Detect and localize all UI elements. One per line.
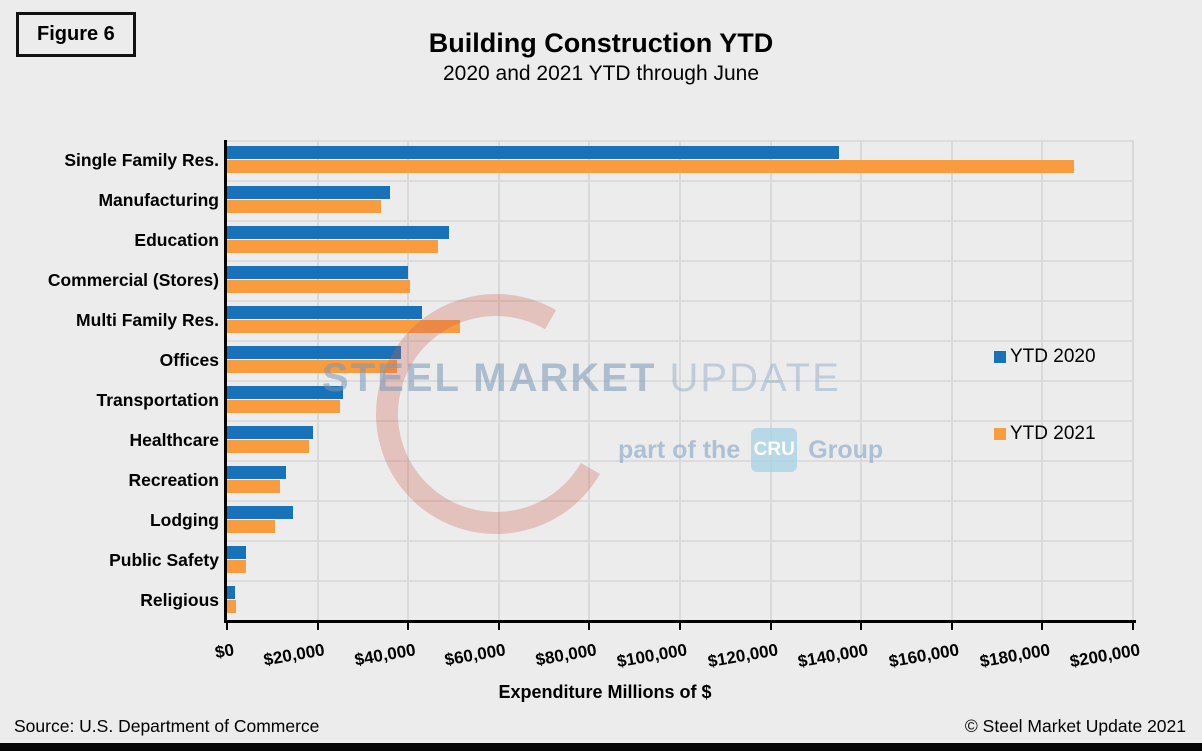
category-label: Manufacturing [98,189,219,210]
bar-ytd-2020-single-family-res- [227,146,839,159]
bar-ytd-2021-lodging [227,520,275,533]
x-tick-label: $200,000 [1068,640,1142,672]
x-axis-line [224,620,1136,623]
gridline-vertical [1132,140,1134,620]
bar-ytd-2021-recreation [227,480,280,493]
x-tick-mark [407,623,410,630]
x-tick-label: $20,000 [262,640,327,670]
chart-title: Building Construction YTD [428,28,774,58]
gridline-vertical [769,140,772,620]
bar-ytd-2020-public-safety [227,546,247,559]
category-label: Transportation [96,389,219,410]
x-tick-label: $60,000 [443,640,508,670]
legend-swatch-2020-icon [994,351,1006,363]
gridline-vertical [407,140,410,620]
legend-label-2021: YTD 2021 [1010,423,1096,444]
category-label: Religious [140,589,219,610]
legend-swatch-2021-icon [994,428,1006,440]
gridline-vertical [1041,140,1044,620]
plot-area [227,140,1134,620]
copyright-note: © Steel Market Update 2021 [964,716,1186,736]
bar-ytd-2020-lodging [227,506,293,519]
y-axis-category-labels: Single Family Res. Manufacturing Education… [0,140,219,620]
category-label: Healthcare [129,429,220,450]
gridline-vertical [860,140,863,620]
category-label: Public Safety [109,549,219,570]
bar-ytd-2021-multi-family-res- [227,320,461,333]
figure-badge: Figure 6 [16,12,136,57]
x-tick-mark [497,623,500,630]
gridline-vertical [316,140,319,620]
x-tick-label: $180,000 [977,640,1051,672]
bottom-border-bar [0,743,1202,751]
bar-ytd-2021-commercial-stores- [227,280,411,293]
category-label: Recreation [128,469,219,490]
gridline-vertical [497,140,500,620]
x-tick-label: $80,000 [534,640,598,670]
bar-ytd-2021-offices [227,360,397,373]
bar-ytd-2021-religious [227,600,236,613]
category-label: Single Family Res. [64,149,219,170]
bar-ytd-2021-manufacturing [227,200,382,213]
x-axis-title: Expenditure Millions of $ [498,682,712,702]
category-label: Commercial (Stores) [47,269,219,290]
source-note: Source: U.S. Department of Commerce [14,716,320,736]
bar-ytd-2020-manufacturing [227,186,391,199]
bar-ytd-2020-religious [227,586,235,599]
bar-ytd-2021-healthcare [227,440,309,453]
gridline-vertical [950,140,953,620]
x-tick-label: $140,000 [796,640,870,672]
x-tick-mark [769,623,772,630]
x-tick-label: $100,000 [615,640,689,672]
category-label: Education [134,229,219,250]
bar-ytd-2021-public-safety [227,560,247,573]
legend-label-2020: YTD 2020 [1010,346,1096,367]
gridline-vertical [679,140,681,620]
y-axis-line [224,140,227,623]
x-tick-mark [860,623,863,630]
bar-ytd-2020-healthcare [227,426,314,439]
bar-ytd-2021-single-family-res- [227,160,1075,173]
x-tick-mark [226,623,228,630]
bar-ytd-2020-transportation [227,386,343,399]
category-label: Multi Family Res. [76,309,219,330]
x-tick-mark [679,623,681,630]
bar-ytd-2021-education [227,240,438,253]
category-label: Lodging [149,509,219,530]
x-tick-label: $0 [213,640,236,663]
x-tick-mark [950,623,953,630]
x-tick-mark [316,623,319,630]
bar-ytd-2020-commercial-stores- [227,266,409,279]
figure-label: Figure 6 [37,23,115,45]
x-tick-label: $160,000 [887,640,961,672]
bar-ytd-2020-education [227,226,449,239]
bar-ytd-2021-transportation [227,400,341,413]
bar-ytd-2020-offices [227,346,402,359]
legend-item-ytd-2021: YTD 2021 [994,423,1096,445]
chart-subtitle: 2020 and 2021 YTD through June [442,62,760,85]
bar-ytd-2020-recreation [227,466,286,479]
x-tick-mark [1132,623,1134,630]
x-tick-label: $40,000 [352,640,417,670]
legend-item-ytd-2020: YTD 2020 [994,346,1096,368]
x-tick-label: $120,000 [706,640,780,672]
category-label: Offices [159,349,219,370]
x-tick-mark [588,623,591,630]
bar-ytd-2020-multi-family-res- [227,306,422,319]
x-tick-mark [1041,623,1044,630]
gridline-vertical [588,140,591,620]
